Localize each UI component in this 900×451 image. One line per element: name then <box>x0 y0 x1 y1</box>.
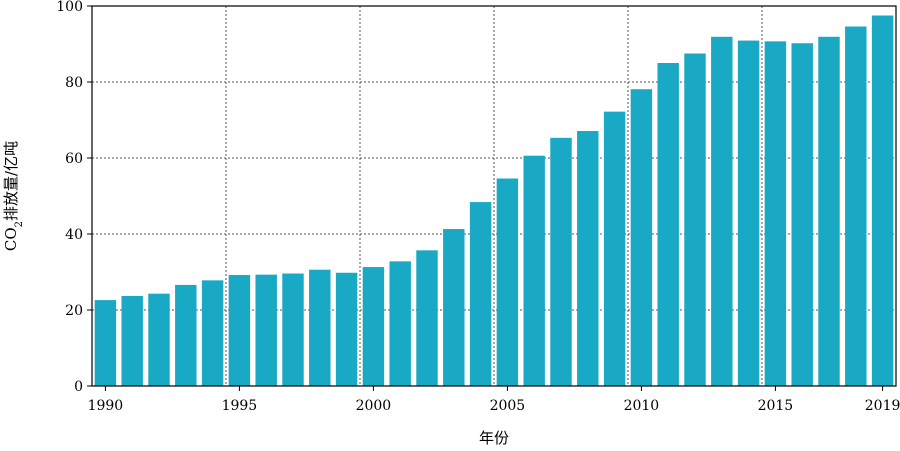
x-axis-title: 年份 <box>479 429 509 447</box>
x-tick-label: 2010 <box>624 398 660 414</box>
bar <box>335 272 358 386</box>
bar <box>764 41 787 387</box>
x-tick-label: 2015 <box>758 398 794 414</box>
x-tick-label: 1995 <box>222 398 258 414</box>
bar <box>657 63 679 386</box>
bar <box>148 293 170 386</box>
y-axis-title-post: 排放量/亿吨 <box>2 141 20 221</box>
bar <box>737 40 760 387</box>
y-tick-label: 100 <box>56 0 83 15</box>
bar <box>175 284 197 386</box>
x-tick-labels: 1990 1995 2000 2005 2010 2015 2019 <box>88 398 900 414</box>
gridlines <box>92 6 896 386</box>
bar <box>603 111 626 386</box>
bar <box>550 137 572 386</box>
y-tick-label: 0 <box>74 379 83 395</box>
y-axis-title-sub: 2 <box>14 221 25 227</box>
x-tick-label: 2019 <box>865 398 900 414</box>
bar <box>121 295 143 386</box>
axes <box>87 5 897 391</box>
x-tick-label: 2005 <box>490 398 526 414</box>
y-tick-label: 60 <box>65 151 83 167</box>
y-axis-title: CO2排放量/亿吨 <box>2 141 25 251</box>
bar <box>282 273 304 386</box>
bar <box>845 26 867 387</box>
y-axis-title-pre: CO <box>2 227 20 251</box>
bar <box>443 229 465 386</box>
bar <box>523 155 545 386</box>
plot-frame <box>91 5 897 387</box>
x-tick-label: 2000 <box>356 398 392 414</box>
bar <box>255 274 277 386</box>
bar <box>577 131 599 386</box>
y-tick-label: 80 <box>65 75 83 91</box>
bars <box>94 15 894 387</box>
bar <box>711 36 733 386</box>
bar <box>684 53 706 386</box>
y-tick-labels: 0 20 40 60 80 100 <box>56 0 83 395</box>
bar <box>871 15 894 386</box>
x-tick-label: 1990 <box>88 398 124 414</box>
bar <box>791 43 813 387</box>
bar <box>818 36 840 386</box>
bar <box>630 89 653 386</box>
y-tick-label: 20 <box>65 303 83 319</box>
bar <box>309 269 331 386</box>
bar <box>389 261 411 386</box>
bar <box>469 202 492 386</box>
bar <box>228 275 251 386</box>
bar <box>362 267 385 386</box>
bar <box>94 300 117 386</box>
bar <box>416 250 438 386</box>
bar <box>201 280 224 386</box>
bar <box>496 178 519 386</box>
y-tick-label: 40 <box>65 227 83 243</box>
